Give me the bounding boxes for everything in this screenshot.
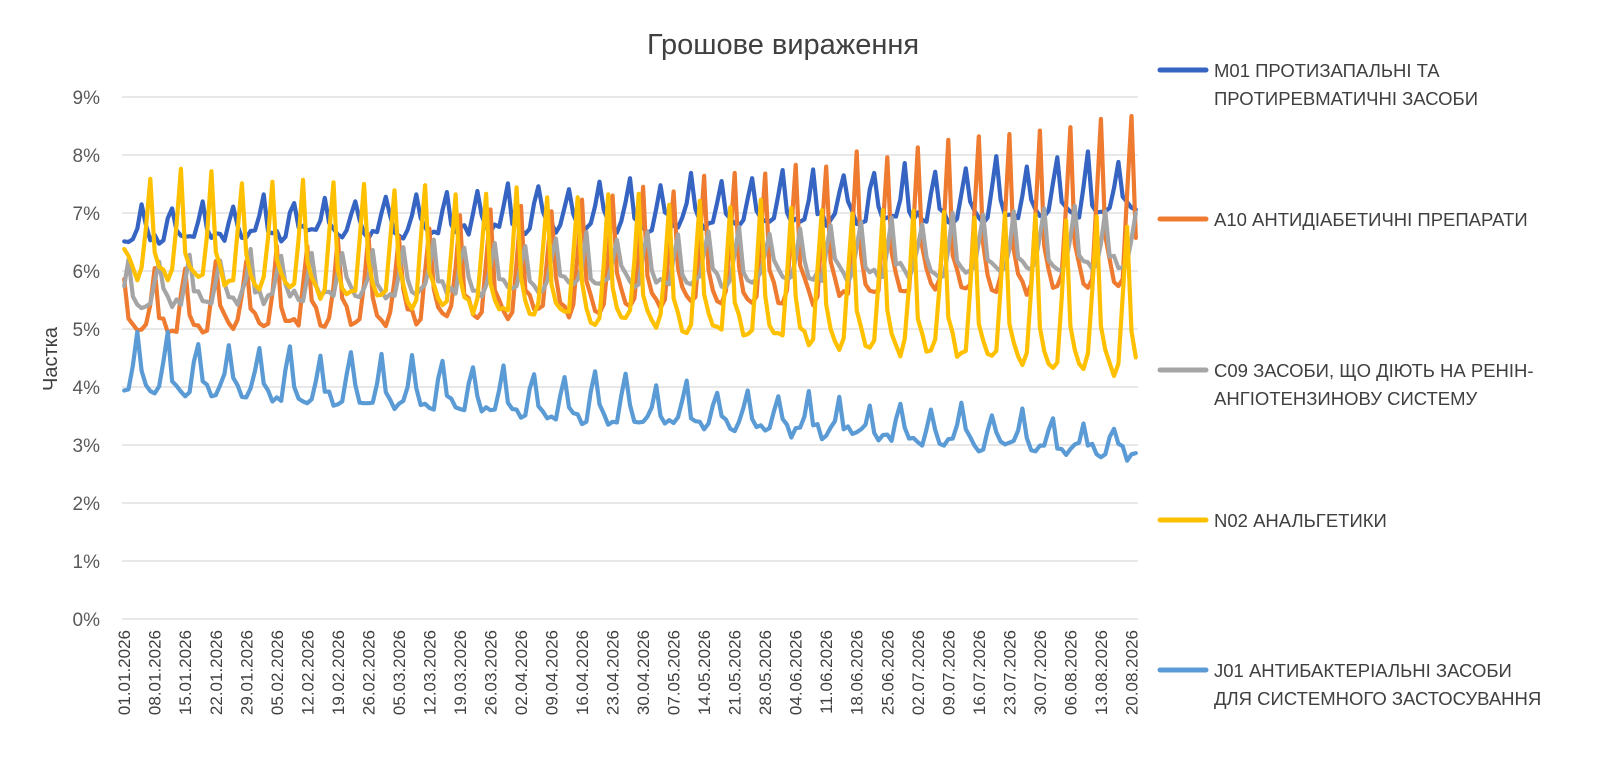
x-tick-label: 21.05.2026 <box>726 630 745 715</box>
x-tick-label: 06.08.2026 <box>1061 630 1080 715</box>
y-tick-label: 8% <box>73 146 101 167</box>
x-tick-label: 16.07.2026 <box>970 630 989 715</box>
y-tick-label: 6% <box>73 262 101 283</box>
x-tick-label: 18.06.2026 <box>848 630 867 715</box>
x-tick-label: 23.04.2026 <box>604 630 623 715</box>
legend-label: АНГІОТЕНЗИНОВУ СИСТЕМУ <box>1214 388 1478 409</box>
x-tick-label: 16.04.2026 <box>573 630 592 715</box>
x-tick-label: 12.02.2026 <box>298 630 317 715</box>
x-tick-label: 05.02.2026 <box>268 630 287 715</box>
series-line-5 <box>122 329 1138 463</box>
x-tick-label: 25.06.2026 <box>878 630 897 715</box>
legend-entry: M01 ПРОТИЗАПАЛЬНІ ТА ПРОТИРЕВМАТИЧНІ ЗАСО… <box>1157 60 1478 109</box>
gridlines <box>122 96 1138 620</box>
series-line-1 <box>122 149 1138 246</box>
x-tick-label: 22.01.2026 <box>207 630 226 715</box>
legend-label: N02 АНАЛЬГЕТИКИ <box>1214 510 1387 531</box>
legend-label: ДЛЯ СИСТЕМНОГО ЗАСТОСУВАННЯ <box>1214 688 1541 709</box>
y-tick-label: 9% <box>73 88 101 109</box>
y-tick-label: 7% <box>73 204 101 225</box>
x-tick-label: 12.03.2026 <box>420 630 439 715</box>
x-tick-label: 30.07.2026 <box>1031 630 1050 715</box>
x-tick-label: 23.07.2026 <box>1000 630 1019 715</box>
x-tick-label: 13.08.2026 <box>1092 630 1111 715</box>
x-tick-label: 14.05.2026 <box>695 630 714 715</box>
y-axis-ticks: 0% 1% 2% 3% 4% 5% 6% 7% 8% 9% <box>73 88 101 631</box>
x-tick-label: 02.04.2026 <box>512 630 531 715</box>
x-tick-label: 29.01.2026 <box>237 630 256 715</box>
y-tick-label: 2% <box>73 494 101 515</box>
chart-title: Грошове вираження <box>647 29 919 61</box>
y-tick-label: 3% <box>73 436 101 457</box>
x-tick-label: 26.02.2026 <box>359 630 378 715</box>
x-tick-label: 09.07.2026 <box>939 630 958 715</box>
x-tick-label: 19.02.2026 <box>329 630 348 715</box>
legend-entry: C09 ЗАСОБИ, ЩО ДІЮТЬ НА РЕНІН- АНГІОТЕНЗИ… <box>1157 360 1534 409</box>
x-tick-label: 19.03.2026 <box>451 630 470 715</box>
x-tick-label: 08.01.2026 <box>146 630 165 715</box>
x-tick-label: 20.08.2026 <box>1123 630 1142 715</box>
series-line-3 <box>122 203 1138 311</box>
x-tick-label: 09.04.2026 <box>543 630 562 715</box>
x-tick-label: 04.06.2026 <box>787 630 806 715</box>
x-tick-label: 11.06.2026 <box>817 630 836 714</box>
x-tick-label: 28.05.2026 <box>756 630 775 715</box>
legend-label: A10 АНТИДІАБЕТИЧНІ ПРЕПАРАТИ <box>1214 209 1528 230</box>
legend-label: J01 АНТИБАКТЕРІАЛЬНІ ЗАСОБИ <box>1214 660 1512 681</box>
x-tick-label: 30.04.2026 <box>634 630 653 715</box>
legend-entry: N02 АНАЛЬГЕТИКИ <box>1157 510 1387 531</box>
legend-entry: J01 АНТИБАКТЕРІАЛЬНІ ЗАСОБИ ДЛЯ СИСТЕМНОГ… <box>1157 660 1541 709</box>
legend-entry: A10 АНТИДІАБЕТИЧНІ ПРЕПАРАТИ <box>1157 209 1528 230</box>
x-tick-label: 05.03.2026 <box>390 630 409 715</box>
x-tick-label: 15.01.2026 <box>176 630 195 715</box>
y-tick-label: 0% <box>73 610 101 631</box>
y-tick-label: 1% <box>73 552 101 573</box>
y-tick-label: 5% <box>73 320 101 341</box>
y-tick-label: 4% <box>73 378 101 399</box>
x-axis-ticks: 01.01.2026 08.01.2026 15.01.2026 22.01.2026… <box>115 630 1141 715</box>
x-tick-label: 02.07.2026 <box>909 630 928 715</box>
legend-label: M01 ПРОТИЗАПАЛЬНІ ТА <box>1214 60 1440 81</box>
legend: M01 ПРОТИЗАПАЛЬНІ ТА ПРОТИРЕВМАТИЧНІ ЗАСО… <box>1157 60 1541 709</box>
x-tick-label: 01.01.2026 <box>115 630 134 715</box>
legend-label: ПРОТИРЕВМАТИЧНІ ЗАСОБИ <box>1214 88 1478 109</box>
x-tick-label: 26.03.2026 <box>482 630 501 715</box>
x-tick-label: 07.05.2026 <box>665 630 684 715</box>
legend-label: C09 ЗАСОБИ, ЩО ДІЮТЬ НА РЕНІН- <box>1214 360 1534 381</box>
series-lines <box>122 113 1138 463</box>
series-line-4 <box>122 166 1138 379</box>
y-axis-label: Частка <box>40 326 62 391</box>
